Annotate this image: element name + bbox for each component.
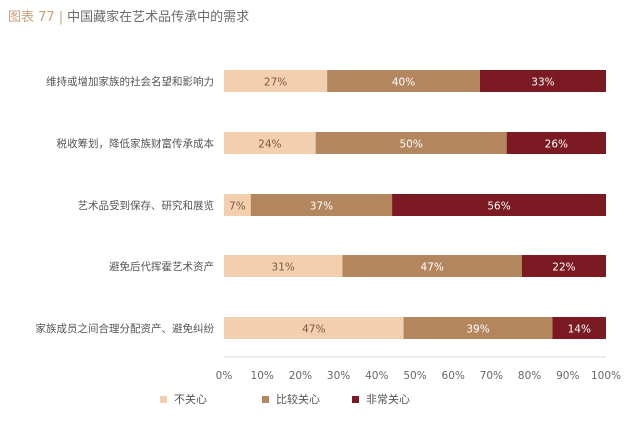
bar-segment — [342, 255, 522, 277]
bar-segment — [224, 132, 316, 154]
data-label: 47% — [302, 324, 325, 336]
bar-segment — [479, 70, 606, 92]
category-label: 艺术品受到保存、研究和展览 — [78, 199, 215, 212]
x-tick-label: 20% — [289, 370, 312, 382]
data-label: 37% — [310, 201, 333, 213]
data-label: 33% — [531, 77, 554, 89]
data-label: 22% — [552, 262, 575, 274]
x-tick-label: 90% — [556, 370, 579, 382]
category-label: 避免后代挥霍艺术资产 — [109, 260, 214, 273]
data-label: 47% — [421, 262, 444, 274]
data-label: 26% — [545, 139, 568, 151]
x-tick-label: 100% — [591, 370, 621, 382]
category-label: 家族成员之间合理分配资产、避免纠纷 — [36, 322, 215, 335]
category-label: 维持或增加家族的社会名望和影响力 — [46, 75, 214, 88]
bar-segment — [224, 194, 251, 216]
legend-swatch — [352, 396, 359, 403]
bar-segment — [392, 194, 606, 216]
figure-label: 图表 77 — [8, 10, 55, 25]
bar-segment — [315, 132, 507, 154]
x-tick-label: 80% — [518, 370, 541, 382]
x-tick-label: 50% — [403, 370, 426, 382]
bar-segment — [250, 194, 393, 216]
data-label: 50% — [400, 139, 423, 151]
data-label: 56% — [487, 201, 510, 213]
data-label: 39% — [466, 324, 489, 336]
legend-swatch — [160, 396, 167, 403]
x-tick-label: 30% — [327, 370, 350, 382]
data-label: 31% — [272, 262, 295, 274]
bar-segment — [224, 70, 328, 92]
legend-swatch — [262, 396, 269, 403]
data-label: 7% — [229, 201, 246, 213]
x-tick-label: 70% — [480, 370, 503, 382]
bar-segment — [224, 317, 404, 339]
title-separator: | — [58, 10, 64, 25]
x-tick-label: 10% — [251, 370, 274, 382]
data-label: 40% — [392, 77, 415, 89]
data-label: 14% — [568, 324, 591, 336]
bar-segment — [327, 70, 480, 92]
x-tick-label: 40% — [365, 370, 388, 382]
category-label: 税收筹划，降低家族财富传承成本 — [57, 137, 215, 150]
bar-segment — [506, 132, 606, 154]
legend-label: 不关心 — [174, 392, 207, 406]
bar-segment — [552, 317, 606, 339]
x-tick-label: 60% — [442, 370, 465, 382]
legend-label: 比较关心 — [276, 392, 320, 406]
legend-label: 非常关心 — [366, 392, 410, 406]
chart-title-row: 图表 77 | 中国藏家在艺术品传承中的需求 — [8, 6, 249, 25]
bar-segment — [521, 255, 606, 277]
bar-segment — [403, 317, 553, 339]
data-label: 24% — [258, 139, 281, 151]
bar-segment — [224, 255, 343, 277]
chart-title: 中国藏家在艺术品传承中的需求 — [67, 10, 250, 25]
x-tick-label: 0% — [216, 370, 233, 382]
data-label: 27% — [264, 77, 287, 89]
